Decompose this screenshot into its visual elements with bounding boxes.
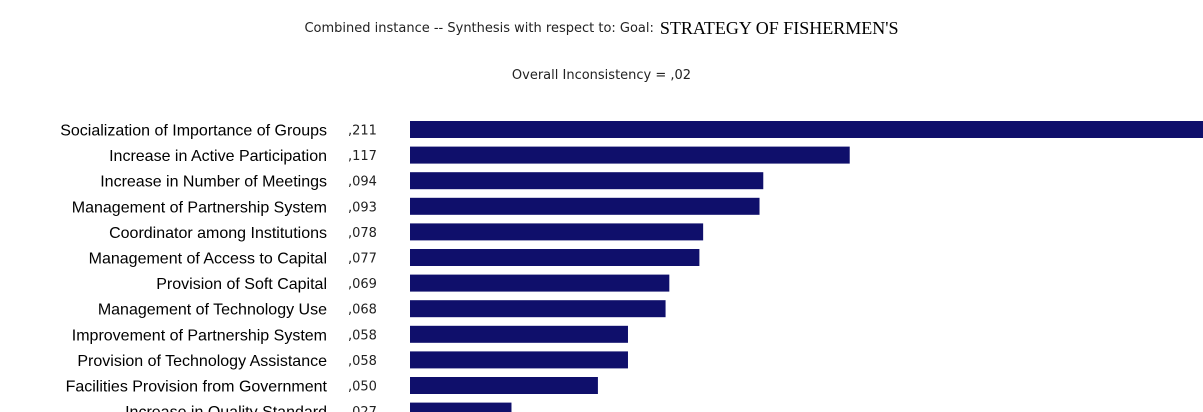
category-label: Management of Partnership System: [72, 199, 327, 216]
category-label: Management of Access to Capital: [89, 251, 327, 268]
value-label: ,077: [348, 252, 377, 267]
bar: [410, 377, 598, 394]
value-label: ,058: [348, 354, 377, 369]
value-label: ,068: [348, 303, 377, 318]
bar: [410, 325, 628, 343]
chart-title-goal: STRATEGY OF FISHERMEN'S: [659, 18, 899, 38]
bar: [410, 146, 850, 164]
bar: [410, 300, 666, 318]
bar: [410, 197, 760, 215]
bar: [410, 172, 764, 190]
value-label: ,069: [348, 277, 377, 292]
category-label: Coordinator among Institutions: [109, 225, 327, 242]
category-label: Provision of Soft Capital: [156, 276, 327, 293]
category-label: Provision of Technology Assistance: [77, 353, 327, 370]
chart-subtitle: Overall Inconsistency = ,02: [511, 68, 692, 83]
category-label: Management of Technology Use: [98, 302, 327, 319]
bar: [410, 274, 670, 292]
value-label: ,027: [348, 405, 377, 412]
bar: [410, 402, 512, 412]
category-label: Increase in Number of Meetings: [100, 174, 327, 191]
category-label: Socialization of Importance of Groups: [60, 123, 327, 140]
category-label: Improvement of Partnership System: [72, 327, 327, 344]
bar: [410, 223, 704, 241]
value-label: ,094: [348, 175, 377, 190]
bar: [410, 351, 628, 369]
bar: [410, 121, 1203, 138]
value-label: ,050: [348, 380, 377, 395]
category-label: Facilities Provision from Government: [66, 379, 328, 396]
category-label: Increase in Quality Standard: [125, 404, 327, 412]
value-label: ,058: [348, 328, 377, 343]
category-label: Increase in Active Participation: [109, 148, 327, 165]
value-label: ,078: [348, 226, 377, 241]
chart-title: Combined instance -- Synthesis with resp…: [0, 18, 1203, 44]
chart-title-prefix: Combined instance -- Synthesis with resp…: [304, 21, 654, 36]
value-label: ,117: [348, 149, 377, 164]
bar: [410, 249, 700, 266]
value-label: ,093: [348, 200, 377, 215]
value-label: ,211: [348, 124, 377, 139]
